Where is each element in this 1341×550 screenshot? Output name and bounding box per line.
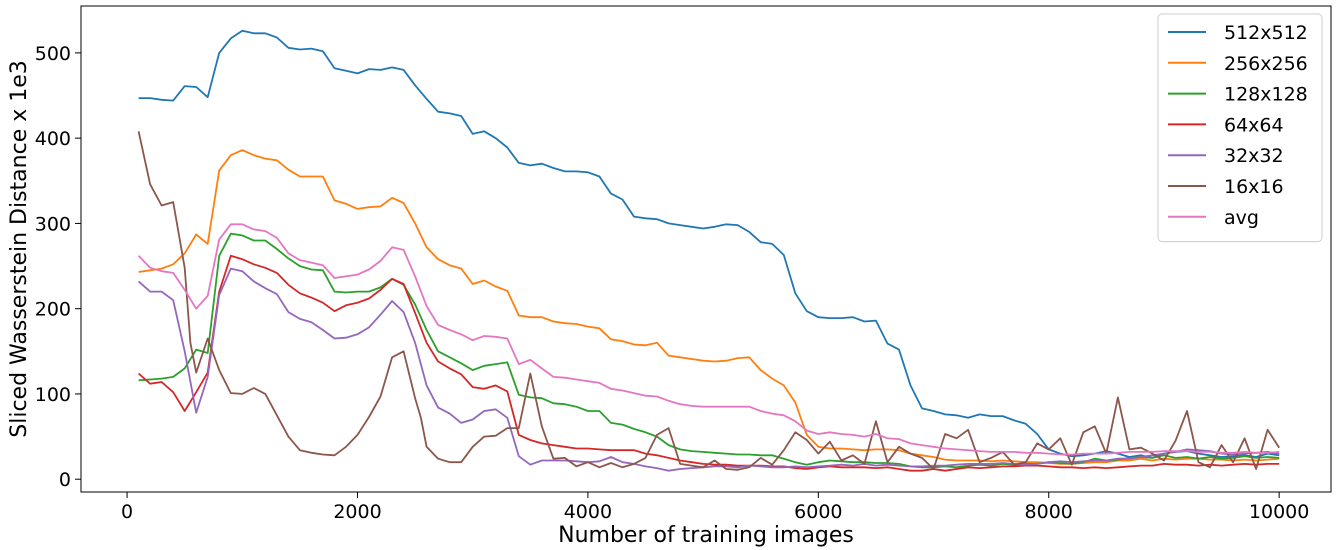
- series-line-32x32: [138, 267, 1280, 472]
- series-line-avg: [137, 223, 1280, 456]
- legend: 512x512 256x256 128x128 64x64 32x32 16x16 avg: [1157, 13, 1323, 243]
- legend-label: 32x32: [1224, 145, 1284, 167]
- x-axis-label: Number of training images: [558, 523, 854, 548]
- series-line-16x16: [137, 131, 1280, 471]
- series-layer: [137, 29, 1280, 472]
- legend-label: 512x512: [1224, 22, 1308, 44]
- x-axis: 0 2000 4000 6000 8000 10000: [121, 492, 1309, 523]
- y-axis-label: Sliced Wasserstein Distance x 1e3: [7, 60, 32, 438]
- legend-frame: [1157, 13, 1323, 243]
- x-tick-label: 4000: [564, 501, 612, 523]
- y-tick-label: 200: [35, 299, 71, 321]
- x-tick-label: 0: [121, 501, 133, 523]
- plot-area-frame: [80, 5, 1332, 493]
- series-line-256x256: [138, 149, 1280, 465]
- y-tick-label: 300: [35, 213, 71, 235]
- y-tick-label: 0: [59, 469, 71, 491]
- y-tick-label: 400: [35, 128, 71, 150]
- y-axis: 0 100 200 300 400 500: [35, 43, 81, 491]
- x-tick-label: 2000: [333, 501, 381, 523]
- series-line-512x512: [138, 29, 1280, 459]
- x-tick-label: 10000: [1249, 501, 1309, 523]
- legend-label: 16x16: [1224, 176, 1284, 198]
- legend-label: 128x128: [1224, 84, 1308, 106]
- y-tick-label: 500: [35, 43, 71, 65]
- legend-label: avg: [1224, 207, 1259, 229]
- legend-label: 256x256: [1224, 53, 1308, 75]
- legend-label: 64x64: [1224, 114, 1284, 136]
- series-line-64x64: [138, 254, 1280, 472]
- y-tick-label: 100: [35, 384, 71, 406]
- series-line-128x128: [138, 232, 1280, 469]
- x-tick-label: 8000: [1025, 501, 1073, 523]
- x-tick-label: 6000: [794, 501, 842, 523]
